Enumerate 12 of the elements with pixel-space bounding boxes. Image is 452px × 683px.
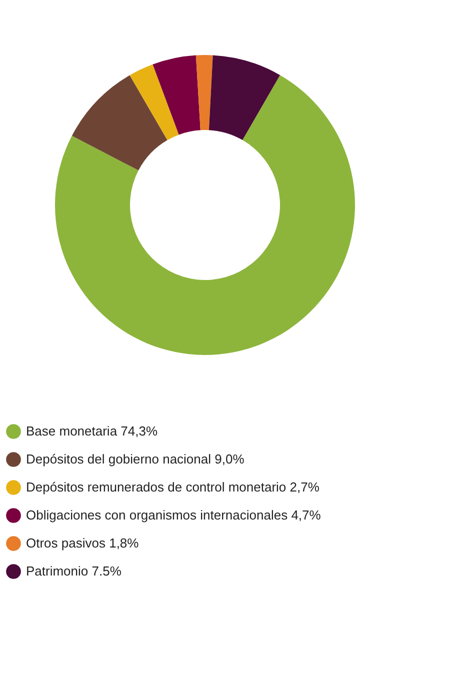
donut-slice (196, 55, 213, 130)
donut-slice (130, 64, 179, 140)
legend-label: Obligaciones con organismos internacionales 4,7% (26, 508, 322, 522)
legend-label: Base monetaria 74,3% (26, 424, 158, 438)
donut-slice (55, 75, 355, 355)
legend-label: Depósitos remunerados de control monetario 2,7% (26, 480, 320, 494)
donut-slice (152, 55, 200, 135)
donut-slice (208, 55, 280, 140)
legend-label: Patrimonio 7.5% (26, 564, 122, 578)
donut-slice (72, 75, 168, 170)
legend-label: Depósitos del gobierno nacional 9,0% (26, 452, 245, 466)
legend-label: Otros pasivos 1,8% (26, 536, 140, 550)
